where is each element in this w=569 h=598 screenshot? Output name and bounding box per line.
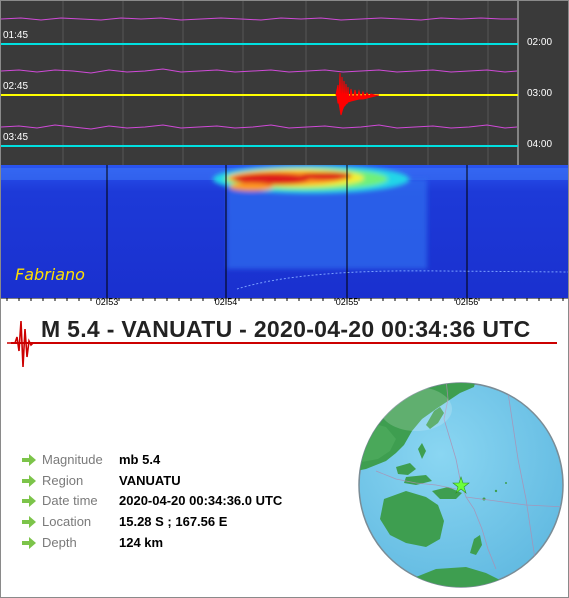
arrow-right-icon <box>22 495 36 507</box>
arrow-right-icon <box>22 475 36 487</box>
trace-line-1 <box>1 17 517 21</box>
location-value: 15.28 S ; 167.56 E <box>119 514 228 529</box>
globe-map <box>358 382 564 588</box>
datetime-label: Date time <box>42 493 98 508</box>
helicorder-grid <box>62 1 489 165</box>
epicenter-globe <box>356 379 566 591</box>
spectrogram-minute-markers <box>106 165 468 298</box>
seismograph-logo-icon <box>7 320 37 368</box>
left-time-label-1: 01:45 <box>3 30 29 41</box>
right-time-label-1: 02:00 <box>527 37 553 48</box>
left-time-label-2: 02:45 <box>3 81 29 92</box>
magnitude-label: Magnitude <box>42 452 103 467</box>
region-value: VANUATU <box>119 473 181 488</box>
arrow-right-icon <box>22 454 36 466</box>
trace-line-2 <box>1 68 518 74</box>
time-axis-label-3: 02:55 <box>335 297 359 307</box>
plate-boundaries <box>375 383 563 580</box>
datetime-value: 2020-04-20 00:34:36.0 UTC <box>119 493 283 508</box>
depth-value: 124 km <box>119 535 164 550</box>
time-axis <box>1 298 568 312</box>
trace-line-3 <box>1 124 518 130</box>
station-name: Fabriano <box>15 265 85 284</box>
helicorder-seismogram: 01:45 02:45 03:45 02:00 03:00 04:00 <box>1 1 568 165</box>
region-label: Region <box>42 473 84 488</box>
location-label: Location <box>42 514 92 529</box>
arrow-right-icon <box>22 537 36 549</box>
time-axis-ticks <box>1 298 568 304</box>
title-divider <box>11 342 557 344</box>
left-time-label-3: 03:45 <box>3 132 29 143</box>
depth-label: Depth <box>42 535 77 550</box>
epicenter-star-icon <box>452 476 470 494</box>
event-title: M 5.4 - VANUATU - 2020-04-20 00:34:36 UT… <box>41 316 531 342</box>
helicorder-plot <box>1 1 519 165</box>
arrow-right-icon <box>22 516 36 528</box>
time-axis-label-2: 02:54 <box>214 297 238 307</box>
spectrogram: Fabriano <box>1 165 568 298</box>
magnitude-value: mb 5.4 <box>119 452 161 467</box>
time-axis-label-1: 02:53 <box>95 297 119 307</box>
spectrogram-plot <box>1 165 568 298</box>
spectrogram-energy <box>213 165 427 269</box>
right-time-label-3: 04:00 <box>527 139 553 150</box>
earthquake-signal <box>335 72 380 116</box>
time-axis-label-4: 02:56 <box>455 297 479 307</box>
right-time-label-2: 03:00 <box>527 88 553 99</box>
